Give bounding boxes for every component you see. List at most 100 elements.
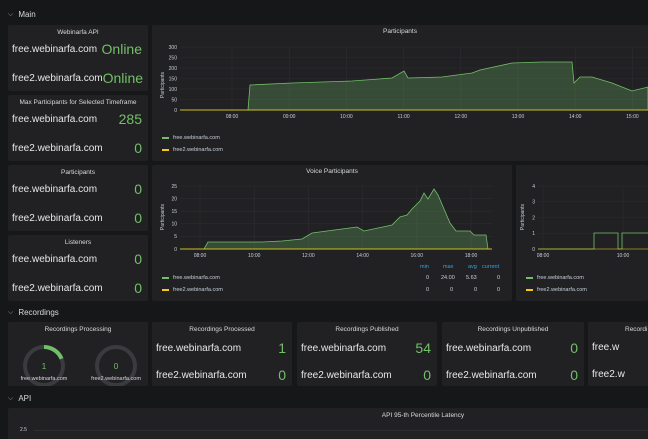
legend-item[interactable]: free.webinarfa.com — [526, 275, 584, 281]
host-label: free.webinarfa.com — [156, 342, 242, 354]
host-label: free.webinarfa.com — [12, 183, 98, 195]
x-tick-label: 08:00 — [537, 253, 550, 259]
y-ticks: 25 20 15 10 5 0 — [171, 184, 177, 253]
y-tick-label: 5 — [174, 234, 177, 240]
gauge: 1 free.webinarfa.com — [21, 345, 68, 386]
gauges-svg: 1 free.webinarfa.com 0 free2.webinarfa.c… — [21, 345, 141, 386]
y-tick-label: 0 — [174, 247, 177, 253]
recordings-processing-panel: Recordings Processing 1 free.webinarfa.c… — [8, 322, 148, 386]
panel-title: Webinarfa API — [57, 29, 99, 36]
y-tick-label: 50 — [171, 97, 177, 103]
y-tick-label: 200 — [169, 66, 178, 72]
host-label: free2.w — [592, 369, 625, 380]
legend-label: free.webinarfa.com — [173, 135, 220, 141]
chevron-down-icon[interactable]: ⌵ — [8, 394, 14, 402]
voice-chart-panel[interactable]: Voice Participants 25 20 15 10 5 0 08:00 10:00… — [152, 165, 512, 301]
participants-chart-svg: 300 250 200 150 100 50 0 08:00 09:00 10:00 11:00 1… — [160, 45, 648, 120]
legend-item[interactable]: free.webinarfa.com — [162, 135, 220, 141]
x-tick-label: 18:00 — [465, 253, 478, 259]
x-tick-label: 14:00 — [569, 114, 582, 120]
panel-title: Recordings Processing — [44, 326, 112, 333]
api-latency-panel[interactable]: API 95-th Percentile Latency 2.5 — [8, 408, 648, 439]
third-chart-panel[interactable]: 4 3 2 1 0 08:00 10:00 Participants free.webin… — [516, 165, 648, 301]
host-label: free.webinarfa.com — [446, 342, 532, 354]
chevron-down-icon[interactable]: ⌵ — [8, 308, 14, 316]
host-label: free.webinarfa.com — [12, 113, 98, 125]
stat-row: free.webinarfa.com 0 — [12, 251, 142, 267]
y-tick-label: 250 — [169, 55, 178, 61]
x-tick-label: 12:00 — [455, 114, 468, 120]
y-tick: 2.5 — [20, 427, 27, 433]
row-api[interactable]: ⌵ API — [8, 394, 31, 403]
stat-value: 0 — [278, 367, 286, 383]
legend-label: free2.webinarfa.com — [537, 287, 587, 293]
row-main[interactable]: ⌵ Main — [8, 10, 36, 19]
x-tick-label: 14:00 — [356, 253, 369, 259]
x-tick-label: 08:00 — [194, 253, 207, 259]
stat-min: 0 — [426, 287, 430, 293]
recordings-processed-panel: Recordings Processed free.webinarfa.com 1… — [152, 322, 292, 386]
y-tick-label: 150 — [169, 76, 178, 82]
legend-item[interactable]: free.webinarfa.com — [162, 275, 220, 281]
legend-swatch — [162, 137, 169, 139]
stat-value: 0 — [134, 140, 142, 156]
gauge-fill — [43, 345, 64, 360]
x-tick-label: 10:00 — [617, 253, 630, 259]
y-axis-label: Participants — [160, 71, 166, 98]
y-tick-label: 1 — [532, 231, 535, 237]
panel-title: API 95-th Percentile Latency — [381, 412, 465, 419]
stat-current: 0 — [497, 287, 501, 293]
panel-title: Max Participants for Selected Timeframe — [19, 99, 137, 106]
stat-row: free.webinarfa.com 285 — [12, 111, 142, 127]
chevron-down-icon[interactable]: ⌵ — [8, 10, 14, 18]
y-ticks: 4 3 2 1 0 — [532, 184, 535, 253]
row-recordings[interactable]: ⌵ Recordings — [8, 308, 59, 317]
participants-chart-panel[interactable]: Participants 300 250 200 150 100 50 0 08:00 09:… — [152, 25, 648, 161]
legend-label: free.webinarfa.com — [537, 275, 584, 281]
third-chart-svg: 4 3 2 1 0 08:00 10:00 Participants — [520, 184, 648, 259]
panel-title: Recordings Unpublished — [477, 326, 549, 333]
stat-value: 285 — [118, 111, 142, 127]
stat-row: free.webinarfa.com Online — [12, 41, 142, 57]
gauge-track — [95, 345, 137, 386]
grid-line — [34, 430, 648, 431]
panel-title: Participants — [383, 28, 417, 35]
stat-value: 0 — [423, 367, 431, 383]
x-tick-label: 09:00 — [283, 114, 296, 120]
host-label: free.w — [592, 342, 620, 353]
host-label: free.webinarfa.com — [301, 342, 387, 354]
y-axis-label: Participants — [520, 203, 526, 230]
stat-row: free2.webinarfa.com 0 — [12, 210, 142, 226]
gauge-value: 0 — [114, 362, 119, 371]
stat-row: free.webinarfa.com 0 — [446, 340, 578, 356]
stat-value: 0 — [570, 367, 578, 383]
stat-avg: 5.63 — [466, 275, 477, 281]
stat-max: 0 — [450, 287, 454, 293]
host-label: free2.webinarfa.com — [12, 212, 103, 224]
stat-value: 0 — [134, 251, 142, 267]
x-tick-label: 10:00 — [248, 253, 261, 259]
legend-item[interactable]: free2.webinarfa.com — [162, 147, 223, 153]
stat-row: free2.webinarfa.com 0 — [12, 280, 142, 296]
y-tick-label: 100 — [169, 87, 178, 93]
chart-grid — [538, 185, 648, 250]
legend-item[interactable]: free2.webinarfa.com — [162, 287, 223, 293]
panel-title: Recordings Processed — [189, 326, 255, 333]
gauge-host: free.webinarfa.com — [21, 376, 68, 382]
host-label: free.webinarfa.com — [12, 43, 98, 55]
series-free-line — [538, 232, 648, 250]
host-label: free2.webinarfa.com — [301, 369, 392, 381]
panel-title: Participants — [61, 169, 95, 176]
x-tick-label: 15:00 — [626, 114, 639, 120]
row-title: API — [18, 394, 32, 403]
stat-min: 0 — [426, 275, 430, 281]
row-title: Recordings — [18, 308, 59, 317]
y-ticks: 300 250 200 150 100 50 0 — [169, 45, 178, 114]
legend-swatch — [526, 277, 533, 279]
x-ticks: 08:00 10:00 — [537, 253, 630, 259]
legend-item[interactable]: free2.webinarfa.com — [526, 287, 587, 293]
host-label: free2.webinarfa.com — [446, 369, 537, 381]
stat-row: free.webinarfa.com 1 — [156, 340, 286, 356]
host-label: free.webinarfa.com — [12, 253, 98, 265]
x-tick-label: 12:00 — [302, 253, 315, 259]
